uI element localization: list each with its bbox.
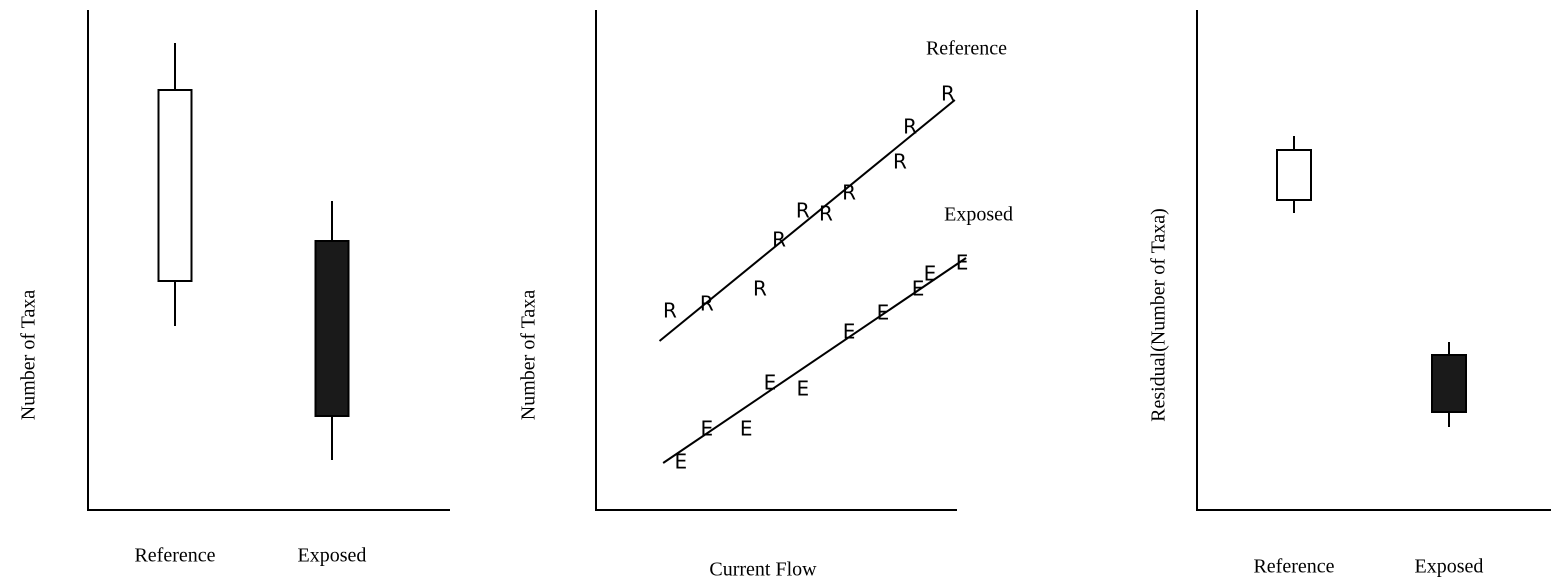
point: R bbox=[753, 277, 767, 301]
point: E bbox=[877, 301, 890, 325]
point: R bbox=[903, 115, 917, 139]
point: R bbox=[893, 150, 907, 174]
point: R bbox=[700, 292, 714, 316]
box bbox=[314, 240, 350, 417]
x-tick-label: Exposed bbox=[1415, 556, 1484, 578]
x-axis-label: Current Flow bbox=[709, 559, 817, 581]
point: E bbox=[675, 450, 688, 474]
fit-line bbox=[662, 257, 967, 464]
axes bbox=[1196, 10, 1551, 511]
y-axis-label: Number of Taxa bbox=[18, 290, 40, 421]
box bbox=[1431, 354, 1467, 413]
point: R bbox=[796, 199, 810, 223]
point: R bbox=[663, 299, 677, 323]
axes bbox=[87, 10, 450, 511]
y-axis-label: Residual(Number of Taxa) bbox=[1148, 208, 1170, 422]
box bbox=[1276, 149, 1312, 201]
y-axis-label: Number of Taxa bbox=[518, 290, 540, 421]
point: E bbox=[912, 277, 925, 301]
point: E bbox=[797, 377, 810, 401]
point: R bbox=[941, 82, 955, 106]
series-label: Exposed bbox=[944, 204, 1013, 226]
point: E bbox=[924, 262, 937, 286]
point: E bbox=[701, 417, 714, 441]
point: R bbox=[842, 181, 856, 205]
point: R bbox=[819, 202, 833, 226]
x-tick-label: Exposed bbox=[298, 545, 367, 567]
fit-line bbox=[658, 99, 956, 342]
point: E bbox=[843, 320, 856, 344]
point: R bbox=[772, 228, 786, 252]
point: E bbox=[740, 417, 753, 441]
series-label: Reference bbox=[926, 38, 1007, 60]
axes bbox=[595, 10, 957, 511]
point: E bbox=[956, 251, 969, 275]
box bbox=[157, 89, 193, 282]
x-tick-label: Reference bbox=[134, 545, 215, 567]
point: E bbox=[764, 371, 777, 395]
x-tick-label: Reference bbox=[1253, 556, 1334, 578]
